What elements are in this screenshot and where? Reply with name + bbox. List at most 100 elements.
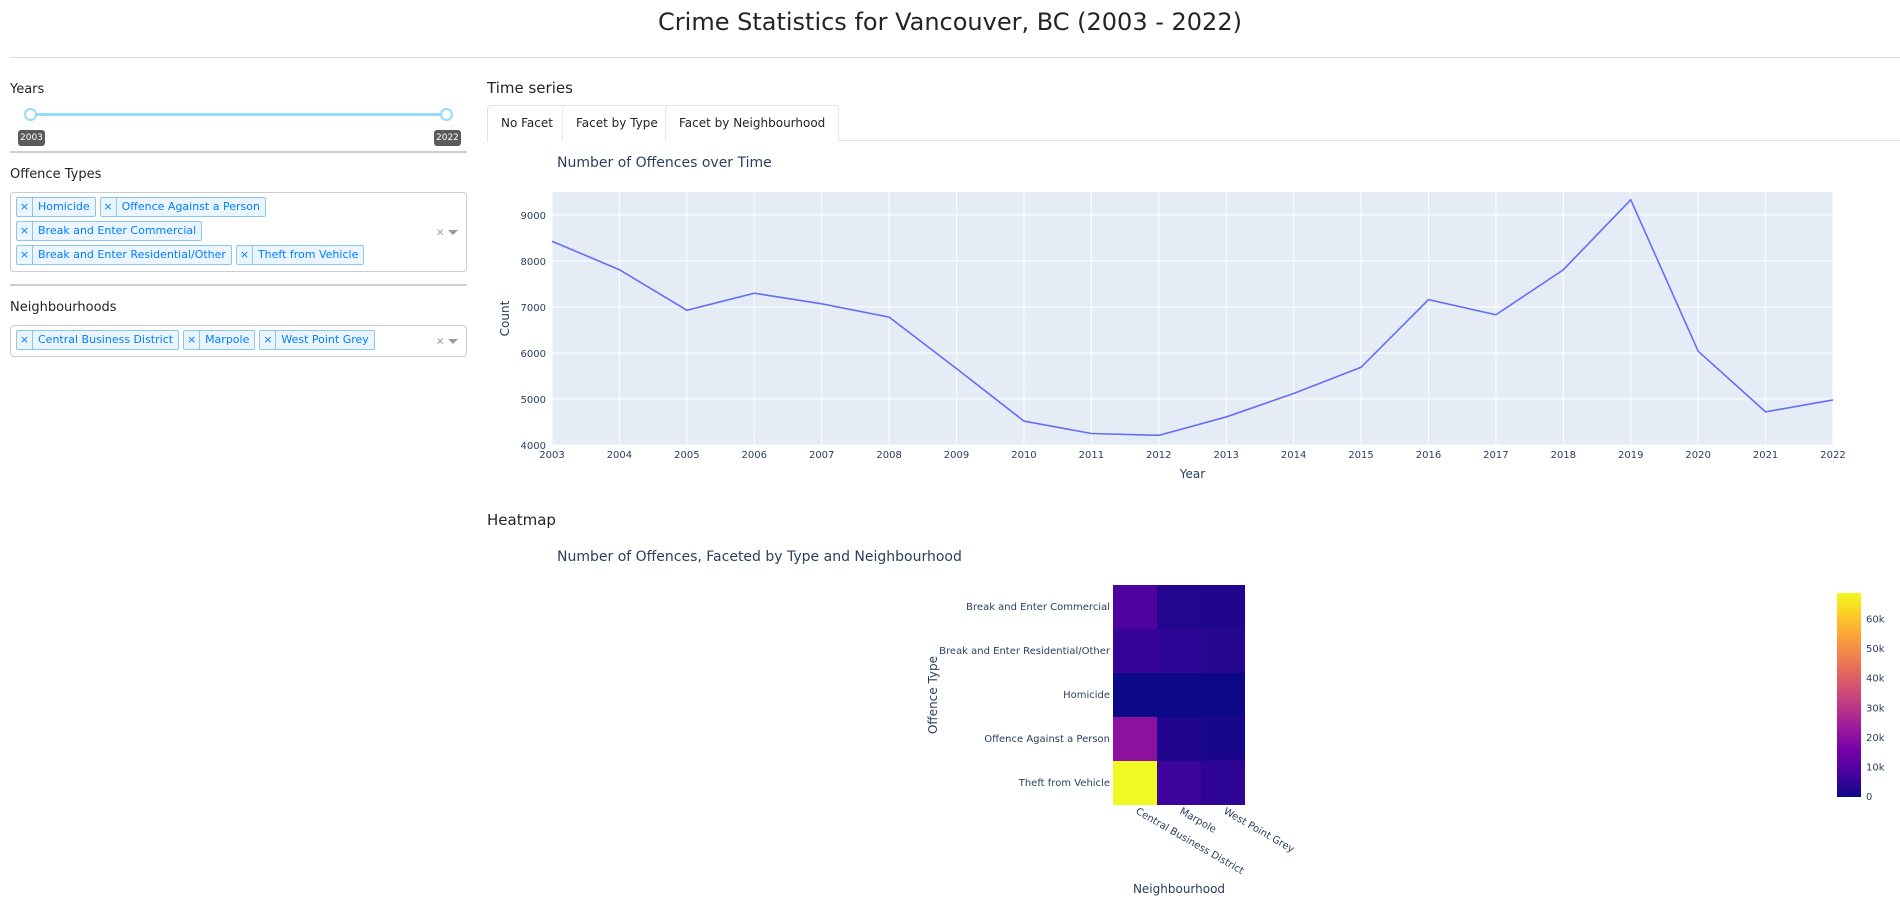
colorbar-tick-label: 0 bbox=[1866, 792, 1872, 803]
y-tick-label: 4000 bbox=[521, 441, 546, 452]
plot-area bbox=[552, 192, 1833, 445]
x-tick-label: West Point Grey bbox=[1222, 806, 1296, 855]
tab-facet-by-type[interactable]: Facet by Type bbox=[562, 105, 672, 141]
colorbar bbox=[1837, 593, 1861, 797]
x-tick-label: 2010 bbox=[1011, 450, 1036, 461]
divider bbox=[10, 284, 467, 286]
years-range-slider[interactable]: 2003 2022 bbox=[10, 103, 467, 146]
slider-min-tooltip: 2003 bbox=[18, 130, 45, 146]
heatmap-cell bbox=[1113, 761, 1157, 805]
x-tick-label: 2005 bbox=[674, 450, 699, 461]
header-divider bbox=[10, 57, 1900, 58]
chart-title: Number of Offences, Faceted by Type and … bbox=[557, 549, 962, 565]
heatmap-cell bbox=[1113, 673, 1157, 717]
y-tick-label: Offence Against a Person bbox=[984, 734, 1110, 745]
x-tick-label: 2022 bbox=[1820, 450, 1845, 461]
neighbourhood-tag: × Marpole bbox=[183, 330, 256, 350]
offence-tag: × Homicide bbox=[16, 197, 96, 217]
offence-tag: × Break and Enter Residential/Other bbox=[16, 245, 232, 265]
remove-tag-icon[interactable]: × bbox=[17, 331, 33, 349]
slider-max-tooltip: 2022 bbox=[434, 130, 461, 146]
x-tick-label: 2011 bbox=[1079, 450, 1104, 461]
heatmap-cell bbox=[1201, 673, 1245, 717]
heatmap-cell bbox=[1201, 585, 1245, 629]
x-tick-label: 2017 bbox=[1483, 450, 1508, 461]
colorbar-tick-label: 40k bbox=[1866, 674, 1885, 685]
heatmap-cell bbox=[1201, 629, 1245, 673]
y-tick-label: Homicide bbox=[1063, 690, 1110, 701]
page-title: Crime Statistics for Vancouver, BC (2003… bbox=[658, 8, 1242, 36]
tab-no-facet[interactable]: No Facet bbox=[487, 105, 567, 142]
offence-tag: × Offence Against a Person bbox=[99, 197, 266, 217]
heatmap-cell bbox=[1201, 761, 1245, 805]
remove-tag-icon[interactable]: × bbox=[17, 222, 33, 240]
slider-handle-min[interactable] bbox=[24, 108, 37, 121]
x-tick-label: 2019 bbox=[1618, 450, 1643, 461]
heatmap-cell bbox=[1157, 629, 1201, 673]
x-tick-label: 2007 bbox=[809, 450, 834, 461]
tab-bar: No Facet Facet by Type Facet by Neighbou… bbox=[487, 105, 1900, 142]
x-tick-label: 2013 bbox=[1213, 450, 1238, 461]
y-tick-label: Theft from Vehicle bbox=[1018, 778, 1110, 789]
chevron-down-icon[interactable] bbox=[448, 339, 458, 344]
y-tick-label: Break and Enter Commercial bbox=[966, 602, 1110, 613]
neighbourhoods-dropdown[interactable]: × Central Business District × Marpole × West … bbox=[10, 325, 467, 357]
x-tick-label: 2012 bbox=[1146, 450, 1171, 461]
remove-tag-icon[interactable]: × bbox=[237, 246, 253, 264]
sidebar: Years 2003 2022 Offence Types × Homicide ×… bbox=[10, 82, 467, 357]
offence-types-label: Offence Types bbox=[10, 167, 102, 182]
timeseries-section-title: Time series bbox=[487, 79, 573, 97]
x-tick-label: 2006 bbox=[742, 450, 767, 461]
colorbar-tick-label: 10k bbox=[1866, 762, 1885, 773]
slider-handle-max[interactable] bbox=[440, 108, 453, 121]
y-tick-label: 8000 bbox=[521, 257, 546, 268]
divider bbox=[10, 151, 467, 153]
neighbourhood-tag: × West Point Grey bbox=[259, 330, 375, 350]
offence-tag-list: × Homicide × Offence Against a Person × Break… bbox=[16, 197, 426, 269]
offences-heatmap-chart: Number of Offences, Faceted by Type and … bbox=[557, 549, 1885, 896]
heatmap-cell bbox=[1201, 717, 1245, 761]
heatmap-cell bbox=[1113, 629, 1157, 673]
clear-all-icon[interactable]: × bbox=[436, 333, 444, 349]
x-axis-title: Year bbox=[1179, 467, 1205, 481]
remove-tag-icon[interactable]: × bbox=[101, 198, 117, 216]
x-tick-label: 2018 bbox=[1551, 450, 1576, 461]
colorbar-tick-label: 20k bbox=[1866, 733, 1885, 744]
x-tick-label: 2004 bbox=[607, 450, 632, 461]
x-tick-label: 2008 bbox=[876, 450, 901, 461]
remove-tag-icon[interactable]: × bbox=[184, 331, 201, 349]
neighbourhood-tag: × Central Business District bbox=[16, 330, 180, 350]
offence-tag: × Break and Enter Commercial bbox=[16, 221, 203, 241]
remove-tag-icon[interactable]: × bbox=[260, 331, 277, 349]
heatmap-cell bbox=[1113, 585, 1157, 629]
tab-facet-by-neighbourhood[interactable]: Facet by Neighbourhood bbox=[665, 105, 840, 141]
y-tick-label: 6000 bbox=[521, 349, 546, 360]
x-tick-label: 2003 bbox=[539, 450, 564, 461]
heatmap-section-title: Heatmap bbox=[487, 511, 556, 529]
heatmap-cell bbox=[1157, 717, 1201, 761]
series-line bbox=[551, 198, 1834, 437]
heatmap-cell bbox=[1157, 761, 1201, 805]
colorbar-tick-label: 30k bbox=[1866, 703, 1885, 714]
clear-all-icon[interactable]: × bbox=[436, 224, 444, 240]
remove-tag-icon[interactable]: × bbox=[17, 246, 33, 264]
neighbourhood-tag-list: × Central Business District × Marpole × West … bbox=[16, 330, 426, 354]
remove-tag-icon[interactable]: × bbox=[17, 198, 33, 216]
y-tick-label: 7000 bbox=[521, 303, 546, 314]
x-tick-label: 2016 bbox=[1416, 450, 1441, 461]
y-axis-title: Count bbox=[498, 300, 512, 336]
offence-types-dropdown[interactable]: × Homicide × Offence Against a Person × Break… bbox=[10, 192, 467, 272]
colorbar-tick-label: 50k bbox=[1866, 644, 1885, 655]
neighbourhoods-label: Neighbourhoods bbox=[10, 300, 117, 315]
offences-line-chart: Number of Offences over Time 2003 2004 2005… bbox=[498, 155, 1846, 481]
main-panel: Time series No Facet Facet by Type Facet… bbox=[487, 79, 1900, 142]
y-tick-label: 9000 bbox=[521, 211, 546, 222]
chart-title: Number of Offences over Time bbox=[557, 155, 772, 171]
x-tick-label: 2009 bbox=[944, 450, 969, 461]
chevron-down-icon[interactable] bbox=[448, 230, 458, 235]
x-tick-label: 2020 bbox=[1685, 450, 1710, 461]
slider-rail[interactable] bbox=[30, 113, 447, 116]
x-tick-label: 2015 bbox=[1348, 450, 1373, 461]
heatmap-cell bbox=[1157, 673, 1201, 717]
x-tick-label: 2014 bbox=[1281, 450, 1306, 461]
